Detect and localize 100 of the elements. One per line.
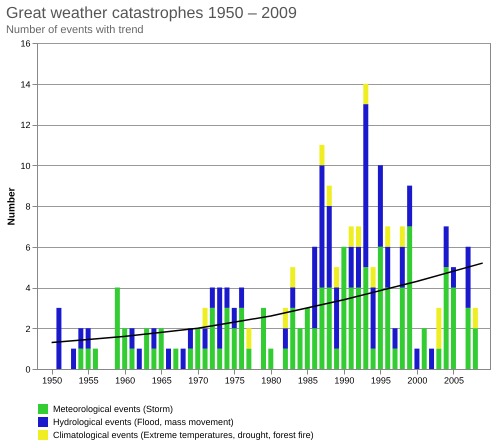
bar	[348, 288, 354, 369]
bar	[326, 288, 332, 369]
x-tick-label: 2000	[407, 376, 428, 386]
bar	[363, 267, 368, 369]
bar	[400, 288, 405, 369]
y-tick-label: 8	[25, 202, 30, 212]
bar	[224, 288, 230, 308]
bar	[239, 308, 244, 369]
bar	[436, 308, 442, 349]
y-tick-label: 0	[25, 364, 30, 374]
bar	[86, 328, 91, 349]
bar	[188, 348, 193, 369]
x-tick-label: 2005	[444, 376, 464, 386]
bar	[246, 328, 252, 349]
bar	[151, 328, 156, 349]
bar	[78, 348, 84, 369]
bar	[444, 226, 449, 268]
bar	[290, 267, 296, 288]
x-tick-label: 1980	[261, 376, 282, 386]
bar	[326, 186, 332, 206]
bar	[466, 308, 471, 369]
x-tick-label: 1955	[78, 376, 99, 386]
bar	[290, 308, 296, 369]
bar	[370, 348, 376, 369]
bar	[450, 267, 456, 288]
bar	[122, 328, 128, 369]
bar	[282, 348, 288, 369]
bar	[363, 104, 368, 268]
x-tick-label: 1995	[370, 376, 391, 386]
x-tick-label: 1970	[188, 376, 208, 386]
bar	[326, 206, 332, 288]
bar	[78, 328, 84, 349]
x-tick-label: 1960	[115, 376, 136, 386]
bar	[378, 165, 383, 247]
bar	[400, 246, 405, 288]
bar	[282, 328, 288, 349]
bar	[319, 288, 324, 369]
bar	[202, 348, 208, 369]
bar	[312, 328, 318, 369]
y-tick-label: 12	[20, 120, 30, 130]
bar	[290, 288, 296, 308]
bar	[261, 308, 266, 369]
bar	[472, 328, 478, 369]
bar	[385, 288, 390, 369]
bar	[217, 348, 222, 369]
bar	[298, 328, 303, 369]
bar	[210, 288, 215, 308]
bar	[319, 165, 324, 288]
bar	[239, 288, 244, 308]
bar	[86, 348, 91, 369]
bar	[392, 348, 398, 369]
bar	[232, 328, 237, 369]
bar	[114, 288, 120, 369]
legend-label: Hydrological events (Flood, mass movement)	[53, 417, 234, 427]
bar	[268, 348, 274, 369]
y-tick-label: 10	[20, 160, 30, 171]
bar	[92, 348, 98, 369]
y-tick-label: 14	[20, 79, 30, 90]
y-tick-label: 6	[25, 242, 30, 252]
bar	[400, 226, 405, 247]
bar	[370, 288, 376, 349]
bar	[56, 308, 62, 369]
line-series	[50, 262, 484, 344]
bar	[363, 84, 368, 104]
bar	[224, 308, 230, 369]
bar	[385, 226, 390, 247]
bar	[341, 246, 346, 369]
bar	[472, 308, 478, 328]
bar	[71, 348, 76, 369]
bar	[319, 144, 324, 166]
legend-label: Climatological events (Extreme temperatures, drought, forest fire)	[53, 430, 314, 440]
bar	[136, 348, 142, 369]
bar	[312, 246, 318, 328]
bar	[202, 308, 208, 328]
bar	[450, 288, 456, 369]
bar	[466, 246, 471, 308]
bar	[334, 288, 340, 349]
chart-subtitle: Number of events with trend	[6, 24, 144, 36]
bar	[444, 267, 449, 369]
bar	[195, 328, 200, 369]
bar	[210, 308, 215, 369]
y-tick-label: 16	[20, 38, 30, 48]
bar	[180, 348, 186, 369]
bar	[334, 348, 340, 369]
bar	[370, 267, 376, 288]
bar	[129, 328, 134, 349]
bar	[348, 246, 354, 288]
bar	[158, 328, 164, 369]
bar	[392, 328, 398, 349]
bar	[188, 328, 193, 349]
x-tick-label: 1965	[152, 376, 172, 386]
bar	[356, 246, 361, 288]
bar	[282, 308, 288, 328]
x-tick-label: 1990	[334, 376, 354, 386]
bar	[378, 246, 383, 369]
bar	[232, 308, 237, 328]
bar	[202, 328, 208, 349]
bar	[334, 267, 340, 288]
bar	[217, 288, 222, 349]
legend-label: Meteorological events (Storm)	[53, 404, 174, 414]
